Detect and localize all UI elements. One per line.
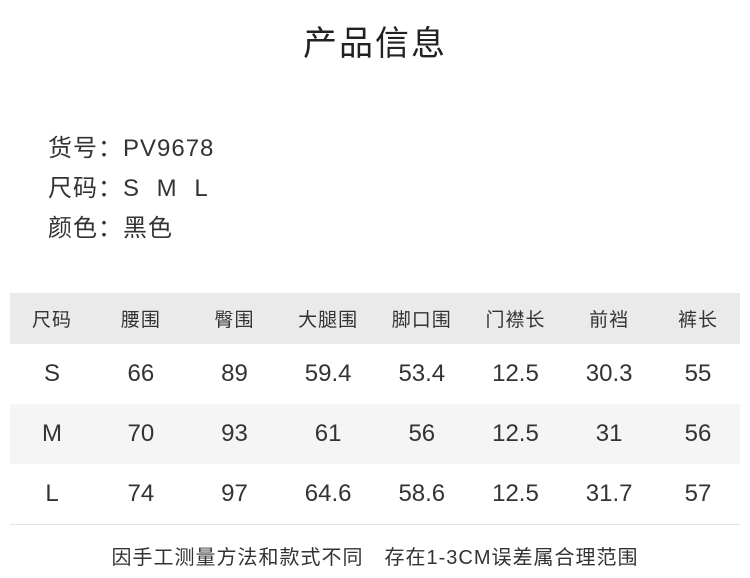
cell-fly-length: 12.5 bbox=[492, 360, 539, 387]
header-cell-pant-length: 裤长 bbox=[656, 293, 740, 344]
header-cell-front-rise: 前裆 bbox=[562, 293, 656, 344]
table-row-l: L 74 97 64.6 58.6 12.5 31.7 57 bbox=[10, 464, 740, 524]
sizes-label: 尺码： bbox=[48, 175, 123, 202]
table-header-row: 尺码 腰围 臀围 大腿围 脚口围 门襟长 前裆 裤长 bbox=[10, 293, 740, 344]
cell-pant-length: 56 bbox=[656, 404, 740, 464]
header-cell-waist: 腰围 bbox=[94, 293, 188, 344]
cell-thigh: 59.4 bbox=[304, 360, 352, 387]
header-cell-hip: 臀围 bbox=[187, 293, 282, 344]
header-cell-fly-length: 门襟长 bbox=[468, 293, 563, 344]
sizes-line: 尺码：S M L bbox=[48, 169, 750, 209]
cell-fly-length: 12.5 bbox=[468, 404, 563, 464]
cell-thigh: 61 bbox=[281, 404, 375, 464]
cell-front-rise: 31 bbox=[562, 404, 656, 464]
cell-hip: 93 bbox=[187, 404, 282, 464]
cell-leg-opening: 58.6 bbox=[398, 479, 446, 507]
cell-front-rise: 31.7 bbox=[585, 479, 633, 507]
cell-leg-opening: 56 bbox=[374, 404, 469, 464]
color-label: 颜色： bbox=[48, 215, 123, 242]
cell-hip: 97 bbox=[221, 479, 248, 507]
cell-waist: 70 bbox=[94, 404, 188, 464]
header-cell-thigh: 大腿围 bbox=[281, 293, 375, 344]
page-title: 产品信息 bbox=[303, 25, 447, 63]
item-number-value: PV9678 bbox=[123, 135, 215, 162]
cell-leg-opening: 53.4 bbox=[398, 360, 446, 387]
color-line: 颜色：黑色 bbox=[48, 209, 750, 249]
cell-pant-length: 55 bbox=[684, 360, 712, 387]
header-cell-size: 尺码 bbox=[10, 293, 94, 344]
table-row-s: S 66 89 59.4 53.4 12.5 30.3 55 bbox=[10, 344, 740, 404]
cell-size: L bbox=[45, 479, 59, 507]
cell-waist: 66 bbox=[127, 360, 155, 387]
cell-hip: 89 bbox=[221, 360, 248, 387]
item-number-line: 货号：PV9678 bbox=[48, 129, 750, 169]
product-info-block: 货号：PV9678 尺码：S M L 颜色：黑色 bbox=[48, 129, 750, 249]
cell-front-rise: 30.3 bbox=[585, 360, 633, 387]
cell-pant-length: 57 bbox=[684, 479, 712, 507]
measurement-disclaimer: 因手工测量方法和款式不同 存在1-3CM误差属合理范围 bbox=[111, 546, 639, 569]
cell-size: S bbox=[43, 360, 60, 387]
color-value: 黑色 bbox=[123, 215, 173, 242]
cell-thigh: 64.6 bbox=[304, 479, 352, 507]
size-chart-table: 尺码 腰围 臀围 大腿围 脚口围 门襟长 前裆 裤长 S 66 89 59.4 … bbox=[10, 293, 740, 525]
cell-size: M bbox=[10, 404, 94, 464]
table-row-m: M 70 93 61 56 12.5 31 56 bbox=[10, 404, 740, 464]
sizes-value: S M L bbox=[123, 175, 209, 202]
cell-fly-length: 12.5 bbox=[492, 479, 539, 507]
header-cell-leg-opening: 脚口围 bbox=[374, 293, 469, 344]
item-number-label: 货号： bbox=[48, 135, 123, 162]
cell-waist: 74 bbox=[127, 479, 155, 507]
